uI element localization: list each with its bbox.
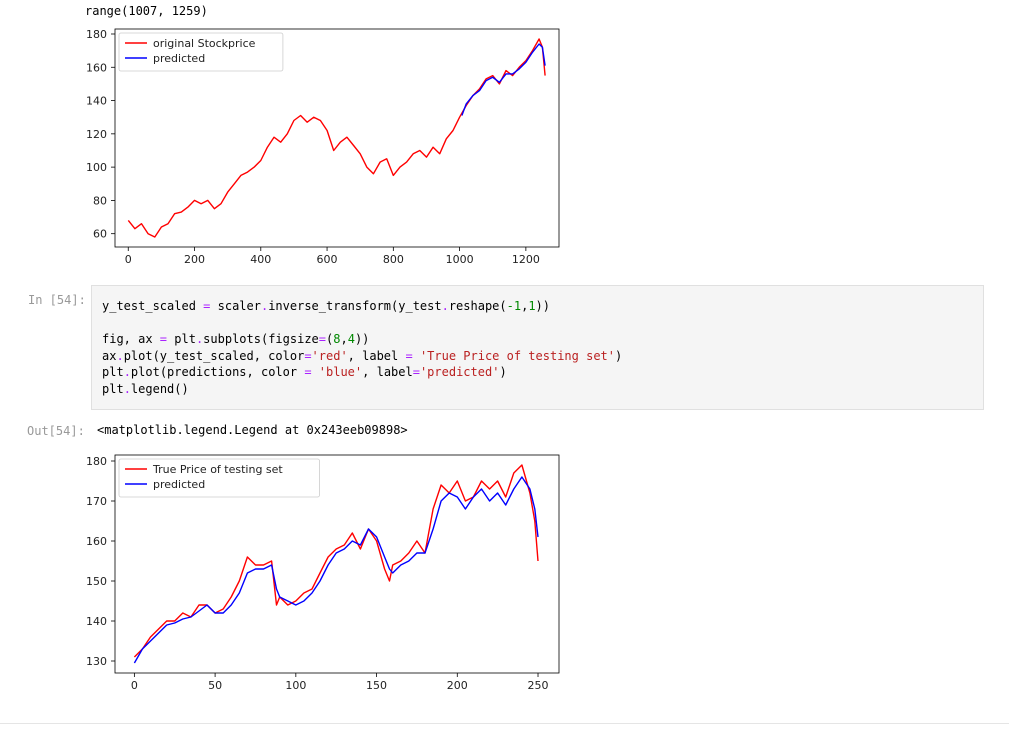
legend-label: True Price of testing set: [152, 463, 283, 476]
code-token: 'True Price of testing set': [419, 348, 616, 363]
series-line-blue: [133, 476, 539, 664]
x-tick-label: 1000: [446, 253, 474, 266]
y-tick-label: 150: [86, 575, 107, 588]
legend-box: [118, 458, 320, 498]
code-token: .: [441, 299, 449, 313]
code-token: .: [123, 381, 131, 396]
code-token: plt: [102, 381, 124, 396]
series-line-blue: [461, 43, 546, 116]
code-line: y_test_scaled = scaler.inverse_transform…: [102, 299, 550, 313]
code-token: y_test_scaled: [102, 299, 204, 313]
y-tick-label: 100: [86, 161, 107, 174]
y-tick-label: 80: [93, 194, 107, 207]
code-line: ax.plot(y_test_scaled, color='red', labe…: [102, 349, 622, 363]
code-token: reshape(: [448, 299, 507, 313]
code-token: .: [116, 348, 124, 363]
x-tick-label: 0: [125, 253, 132, 266]
legend-box: [118, 32, 284, 72]
series-line-red: [133, 464, 539, 658]
x-tick-label: 250: [528, 679, 549, 692]
code-token: =: [318, 332, 326, 346]
cell-divider: [0, 723, 1009, 724]
code-token: [413, 349, 420, 363]
code-token: )): [354, 332, 370, 346]
code-token: (: [326, 332, 334, 346]
code-token: =: [203, 299, 211, 313]
code-editor[interactable]: y_test_scaled = scaler.inverse_transform…: [102, 298, 622, 397]
stock-price-chart: 60 80 100 120 140 160 180 0 200 400 600 800 1000 1200…: [86, 28, 560, 266]
code-token: ,: [521, 299, 529, 313]
y-tick-label: 170: [86, 495, 107, 508]
code-token: 'blue': [318, 365, 363, 379]
legend-label: predicted: [153, 478, 205, 491]
legend-label: predicted: [153, 52, 205, 65]
code-token: ): [615, 348, 623, 363]
x-tick-label: 600: [317, 253, 338, 266]
code-cell[interactable]: y_test_scaled = scaler.inverse_transform…: [91, 285, 984, 410]
code-token: plt: [102, 365, 124, 379]
y-tick-label: 160: [86, 61, 107, 74]
code-token: =: [304, 348, 312, 363]
code-token: -1: [506, 299, 522, 313]
code-token: scaler: [210, 299, 261, 313]
code-token: ax: [102, 348, 117, 363]
code-token: =: [412, 365, 420, 379]
x-tick-label: 200: [447, 679, 468, 692]
code-token: )): [535, 299, 550, 313]
code-token: legend(): [130, 381, 189, 396]
code-token: =: [159, 332, 168, 346]
y-tick-label: 130: [86, 655, 107, 668]
code-token: , label: [362, 365, 413, 379]
series-line-red: [127, 38, 546, 238]
output-prompt: Out[54]:: [27, 424, 85, 438]
code-token: plot(y_test_scaled, color: [123, 348, 305, 363]
code-token: 4: [347, 332, 355, 346]
code-line: plt.plot(predictions, color = 'blue', la…: [102, 365, 507, 379]
legend-label: original Stockprice: [153, 37, 256, 50]
code-line: fig, ax = plt.subplots(figsize=(8,4)): [102, 332, 369, 346]
previous-cell-output: range(1007, 1259): [85, 4, 208, 18]
code-token: ): [499, 365, 507, 379]
code-token: , label: [347, 348, 406, 363]
code-token: =: [304, 365, 312, 379]
x-tick-label: 800: [383, 253, 404, 266]
code-token: [312, 365, 319, 379]
y-tick-label: 180: [86, 28, 107, 41]
x-tick-label: 50: [208, 679, 222, 692]
y-tick-label: 140: [86, 95, 107, 108]
input-prompt: In [54]:: [28, 293, 86, 307]
code-token: 'predicted': [419, 365, 500, 379]
y-tick-label: 160: [86, 535, 107, 548]
y-tick-label: 120: [86, 128, 107, 141]
code-token: .: [195, 332, 204, 346]
x-tick-label: 0: [131, 679, 138, 692]
x-tick-label: 100: [285, 679, 306, 692]
code-line: plt.legend(): [102, 382, 189, 396]
x-tick-label: 150: [366, 679, 387, 692]
code-token: =: [405, 348, 413, 363]
y-tick-label: 180: [86, 455, 107, 468]
x-tick-label: 200: [184, 253, 205, 266]
x-tick-label: 1200: [512, 253, 540, 266]
code-token: inverse_transform(y_test: [268, 299, 442, 313]
code-token: 1: [528, 299, 536, 313]
x-tick-label: 400: [250, 253, 271, 266]
test-price-chart: 130 140 150 160 170 180 0 50 100 150 200 250 True Pr…: [86, 454, 560, 692]
code-token: .: [260, 299, 269, 313]
code-token: .: [123, 365, 131, 379]
y-tick-label: 140: [86, 615, 107, 628]
code-token: plot(predictions, color: [130, 365, 305, 379]
code-token: subplots(figsize: [203, 332, 319, 346]
code-token: ,: [340, 332, 348, 346]
code-token: 'red': [311, 348, 348, 363]
code-token: fig, ax: [102, 332, 160, 346]
y-tick-label: 60: [93, 228, 107, 241]
code-token: plt: [167, 332, 196, 346]
code-token: 8: [333, 332, 341, 346]
cell-output-text: <matplotlib.legend.Legend at 0x243eeb098…: [97, 423, 408, 437]
